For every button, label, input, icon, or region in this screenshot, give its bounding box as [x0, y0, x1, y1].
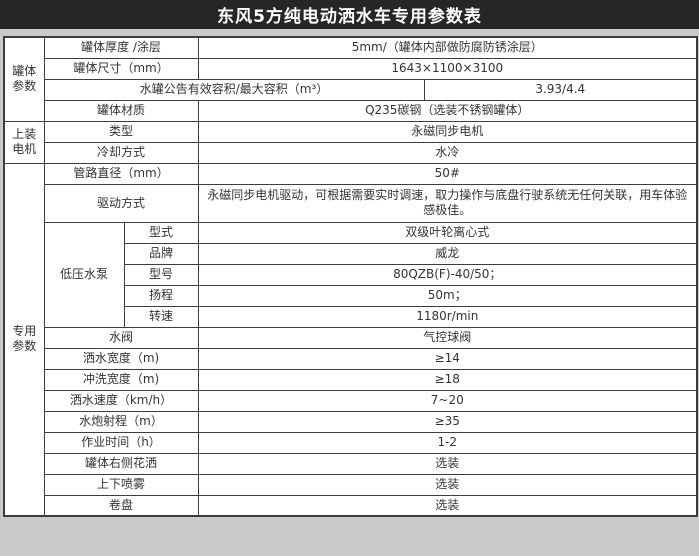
spec-value-cell: 1643×1100×3100	[197, 57, 698, 80]
spec-label-cell: 型号	[123, 263, 199, 286]
spec-label-cell: 洒水速度（km/h）	[43, 389, 199, 412]
spec-label-cell: 罐体尺寸（mm）	[43, 57, 199, 80]
spec-table-body: 罐体参数 罐体厚度 /涂层 5mm/（罐体内部做防腐防锈涂层） 罐体尺寸（mm） 164…	[3, 36, 698, 517]
spec-label-cell: 罐体右侧花洒	[43, 452, 199, 475]
spec-label-cell: 水炮射程（m）	[43, 410, 199, 433]
spec-label-cell: 转速	[123, 305, 199, 328]
spec-label-cell: 上下喷雾	[43, 473, 199, 496]
table-row: 洒水宽度（m) ≥14	[4, 347, 698, 370]
table-row: 水阀 气控球阀	[4, 326, 698, 349]
spec-value-cell: 5mm/（罐体内部做防腐防锈涂层）	[197, 36, 698, 59]
table-row: 罐体材质 Q235碳钢（选装不锈钢罐体）	[4, 99, 698, 122]
table-row: 洒水速度（km/h） 7~20	[4, 389, 698, 412]
section-group-cell: 罐体参数	[3, 36, 45, 122]
table-row: 罐体参数 罐体厚度 /涂层 5mm/（罐体内部做防腐防锈涂层）	[3, 36, 698, 122]
table-row: 作业时间（h） 1-2	[4, 431, 698, 454]
spec-value-cell: 选装	[197, 473, 698, 496]
spec-label-cell: 品牌	[123, 242, 199, 265]
table-row: 上下喷雾 选装	[4, 473, 698, 496]
spec-value-cell: ≥18	[197, 368, 698, 391]
table-row: 低压水泵 型式 双级叶轮离心式	[4, 221, 698, 328]
spec-label-cell: 罐体厚度 /涂层	[43, 36, 199, 59]
table-row: 上装电机 类型 永磁同步电机	[3, 120, 698, 164]
spec-label-cell: 水罐公告有效容积/最大容积（m³）	[43, 78, 425, 101]
spec-value-cell: 50#	[197, 162, 698, 185]
spec-value-cell: 1180r/min	[197, 305, 698, 328]
spec-value-cell: 选装	[197, 494, 698, 517]
spec-value-cell: 80QZB(F)-40/50；	[197, 263, 698, 286]
table-row: 水罐公告有效容积/最大容积（m³） 3.93/4.4	[4, 78, 698, 101]
subgroup-cell: 低压水泵	[43, 221, 125, 328]
spec-label-cell: 类型	[43, 120, 199, 143]
spec-value-cell: 永磁同步电机驱动，可根据需要实时调速，取力操作与底盘行驶系统无任何关联，用车体验…	[197, 183, 698, 223]
spec-label-cell: 冲洗宽度（m)	[43, 368, 199, 391]
spec-value-cell: 永磁同步电机	[197, 120, 698, 143]
section-group-cell: 专用参数	[3, 162, 45, 517]
spec-value-cell: ≥14	[197, 347, 698, 370]
spec-label-cell: 水阀	[43, 326, 199, 349]
table-row: 驱动方式 永磁同步电机驱动，可根据需要实时调速，取力操作与底盘行驶系统无任何关联，…	[4, 183, 698, 223]
spec-value-cell: 双级叶轮离心式	[197, 221, 698, 244]
table-row: 冷却方式 水冷	[4, 141, 698, 164]
spec-value-cell: Q235碳钢（选装不锈钢罐体）	[197, 99, 698, 122]
section-group-cell: 上装电机	[3, 120, 45, 164]
spec-label-cell: 管路直径（mm）	[43, 162, 199, 185]
table-row: 罐体尺寸（mm） 1643×1100×3100	[4, 57, 698, 80]
spec-label-cell: 驱动方式	[43, 183, 199, 223]
spec-value-cell: 气控球阀	[197, 326, 698, 349]
spec-value-cell: 选装	[197, 452, 698, 475]
spec-value-cell: 1-2	[197, 431, 698, 454]
spec-label-cell: 洒水宽度（m)	[43, 347, 199, 370]
table-row: 冲洗宽度（m) ≥18	[4, 368, 698, 391]
table-row: 水炮射程（m） ≥35	[4, 410, 698, 433]
table-row: 扬程 50m；	[4, 284, 698, 307]
table-row: 罐体右侧花洒 选装	[4, 452, 698, 475]
spec-value-cell: 水冷	[197, 141, 698, 164]
spec-label-cell: 冷却方式	[43, 141, 199, 164]
table-row: 专用参数 管路直径（mm） 50#	[3, 162, 698, 517]
page-title: 东风5方纯电动洒水车专用参数表	[0, 0, 699, 29]
table-row: 品牌 威龙	[4, 242, 698, 265]
spec-label-cell: 卷盘	[43, 494, 199, 517]
table-row: 型号 80QZB(F)-40/50；	[4, 263, 698, 286]
spec-value-cell: 50m；	[197, 284, 698, 307]
spec-table: 罐体参数 罐体厚度 /涂层 5mm/（罐体内部做防腐防锈涂层） 罐体尺寸（mm） 164…	[3, 36, 699, 517]
spec-value-cell: 3.93/4.4	[423, 78, 698, 101]
spec-value-cell: 威龙	[197, 242, 698, 265]
spec-value-cell: ≥35	[197, 410, 698, 433]
spec-label-cell: 扬程	[123, 284, 199, 307]
spec-label-cell: 罐体材质	[43, 99, 199, 122]
spec-table-container: 罐体参数 罐体厚度 /涂层 5mm/（罐体内部做防腐防锈涂层） 罐体尺寸（mm） 164…	[3, 36, 699, 517]
spec-label-cell: 作业时间（h）	[43, 431, 199, 454]
table-row: 卷盘 选装	[4, 494, 698, 517]
spec-label-cell: 型式	[123, 221, 199, 244]
spec-value-cell: 7~20	[197, 389, 698, 412]
